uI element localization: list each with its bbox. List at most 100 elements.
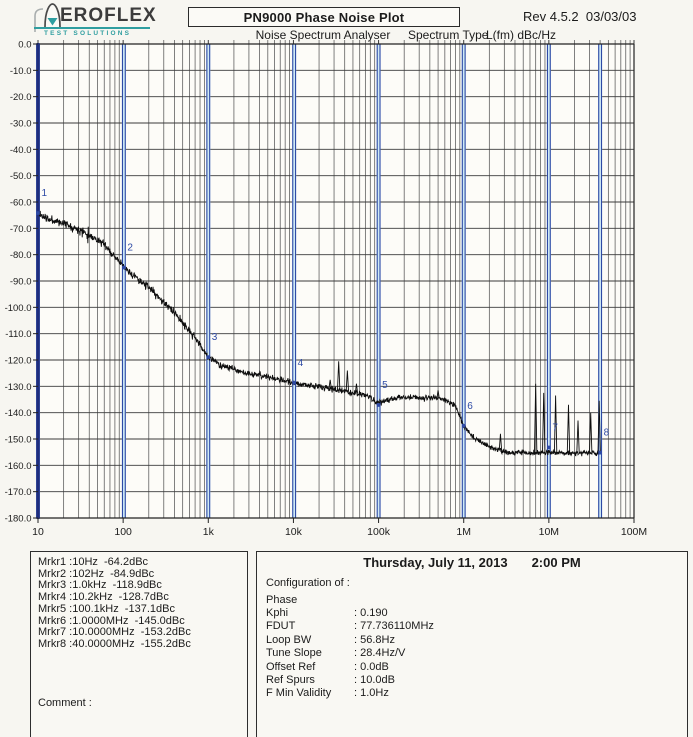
spur xyxy=(576,420,580,453)
marker-number-label: 4 xyxy=(298,358,304,369)
marker-dot xyxy=(547,445,551,450)
marker-halo-line xyxy=(546,44,551,518)
spur xyxy=(542,392,546,453)
logo-rule xyxy=(34,27,150,29)
marker-halo-line xyxy=(461,44,466,518)
y-tick-label: -110.0 xyxy=(5,329,31,340)
y-tick-label: -100.0 xyxy=(5,303,32,314)
spectrum-type-value: L(fm) dBc/Hz xyxy=(486,28,557,42)
y-tick-label: -70.0 xyxy=(10,224,32,235)
y-tick-label: -130.0 xyxy=(5,382,32,393)
spur xyxy=(498,433,503,451)
marker-halo-line xyxy=(598,44,603,518)
marker-readout-row: Mrkr7 :10.0000MHz -153.2dBc xyxy=(38,626,191,639)
x-tick-label: 1k xyxy=(203,526,215,538)
config-row: Ref Spurs: 10.0dB xyxy=(266,674,395,687)
timestamp: Thursday, July 11, 2013 2:00 PM xyxy=(257,555,687,570)
marker-number-label: 6 xyxy=(467,401,473,412)
marker-dot xyxy=(36,211,40,215)
y-tick-label: -30.0 xyxy=(10,119,32,130)
report-title-box: PN9000 Phase Noise Plot xyxy=(188,7,460,27)
marker-dot xyxy=(598,450,602,455)
config-row: FDUT: 77.736110MHz xyxy=(266,620,434,633)
spur xyxy=(534,383,538,453)
marker-halo-line xyxy=(292,44,297,518)
marker-number-label: 8 xyxy=(604,428,610,439)
config-row: Loop BW: 56.8Hz xyxy=(266,633,395,646)
brand-tagline: TEST SOLUTIONS xyxy=(44,30,132,37)
spectrum-type-label: Spectrum Type xyxy=(408,28,489,42)
y-tick-label: -50.0 xyxy=(10,171,32,182)
marker-number-label: 1 xyxy=(42,188,48,199)
comment-label: Comment : xyxy=(38,697,92,709)
marker-readout-row: Mrkr8 :40.0000MHz -155.2dBc xyxy=(38,637,191,650)
y-tick-label: -180.0 xyxy=(5,514,32,525)
marker-readout-row: Mrkr4 :10.2kHz -128.7dBc xyxy=(38,591,169,604)
marker-number-label: 7 xyxy=(552,422,558,433)
marker-readout-row: Mrkr6 :1.0000MHz -145.0dBc xyxy=(38,614,185,627)
x-tick-label: 100k xyxy=(367,526,391,538)
y-tick-label: -80.0 xyxy=(10,250,32,261)
x-tick-label: 10 xyxy=(32,526,44,538)
spur xyxy=(337,361,341,391)
y-tick-label: -40.0 xyxy=(10,145,32,156)
config-row: Kphi: 0.190 xyxy=(266,607,388,619)
spur xyxy=(354,383,359,394)
spur xyxy=(597,400,601,453)
y-tick-label: -60.0 xyxy=(10,198,32,209)
marker-readout-row: Mrkr2 :102Hz -84.9dBc xyxy=(38,567,155,580)
config-device: Phase xyxy=(266,594,298,606)
aeroflex-arch-icon xyxy=(34,3,61,32)
analyser-subtitle: Noise Spectrum Analyser xyxy=(255,28,391,42)
config-row: F Min Validity: 1.0Hz xyxy=(266,687,389,700)
spur xyxy=(328,379,332,389)
spur xyxy=(566,404,571,453)
marker-readout-panel: Mrkr1 :10Hz -64.2dBc Mrkr2 :102Hz -84.9dB… xyxy=(30,551,248,737)
y-tick-label: -10.0 xyxy=(10,66,32,77)
marker-list: Mrkr1 :10Hz -64.2dBc Mrkr2 :102Hz -84.9dB… xyxy=(31,552,247,651)
x-tick-label: 100M xyxy=(621,526,647,538)
y-tick-label: -150.0 xyxy=(5,435,32,446)
marker-dot xyxy=(461,424,466,428)
marker-dot xyxy=(376,403,381,407)
x-tick-label: 10k xyxy=(285,526,303,538)
config-row: Tune Slope: 28.4Hz/V xyxy=(266,647,406,660)
marker-number-label: 2 xyxy=(127,243,133,254)
config-rows: Kphi: 0.190 FDUT: 77.736110MHz Loop BW: 56… xyxy=(266,607,666,701)
time-text: 2:00 PM xyxy=(531,555,581,570)
report-title: PN9000 Phase Noise Plot xyxy=(243,9,405,25)
marker-readout-row: Mrkr3 :1.0kHz -118.9dBc xyxy=(38,579,162,592)
config-panel: Thursday, July 11, 2013 2:00 PM Configura… xyxy=(256,551,688,737)
marker-dot xyxy=(206,355,211,359)
config-heading: Configuration of : xyxy=(266,577,350,589)
spur xyxy=(345,370,350,392)
revision-label: Rev 4.5.2 03/03/03 xyxy=(523,9,637,24)
noise-trace xyxy=(37,210,601,457)
y-tick-label: -90.0 xyxy=(10,277,32,288)
x-tick-label: 1M xyxy=(456,526,471,538)
spur xyxy=(553,395,558,453)
aeroflex-logo: EROFLEX TEST SOLUTIONS xyxy=(28,1,156,39)
y-tick-label: -120.0 xyxy=(5,356,32,367)
config-row: Offset Ref: 0.0dB xyxy=(266,660,389,673)
spur xyxy=(436,390,440,399)
y-tick-label: 0.0 xyxy=(18,40,31,51)
marker-readout-row: Mrkr1 :10Hz -64.2dBc xyxy=(38,556,149,568)
phase-noise-chart: 0.0 -10.0 -20.0 -30.0 -40.0 -50.0 -60.0 -70.0 -8… xyxy=(5,40,648,539)
marker-halo-line xyxy=(206,44,211,518)
marker-number-label: 5 xyxy=(382,380,388,391)
y-tick-label: -160.0 xyxy=(5,461,32,472)
y-tick-label: -20.0 xyxy=(10,92,32,103)
marker-number-label: 3 xyxy=(212,332,218,343)
spur xyxy=(589,412,593,453)
x-tick-label: 10M xyxy=(539,526,559,538)
marker-readout-row: Mrkr5 :100.1kHz -137.1dBc xyxy=(38,602,175,615)
brand-name: EROFLEX xyxy=(60,5,157,26)
y-tick-label: -170.0 xyxy=(5,487,32,498)
date-text: Thursday, July 11, 2013 xyxy=(363,555,508,570)
marker-dot xyxy=(122,265,126,270)
y-tick-label: -140.0 xyxy=(5,408,32,419)
marker-halo-line xyxy=(376,44,381,518)
x-tick-label: 100 xyxy=(114,526,132,538)
